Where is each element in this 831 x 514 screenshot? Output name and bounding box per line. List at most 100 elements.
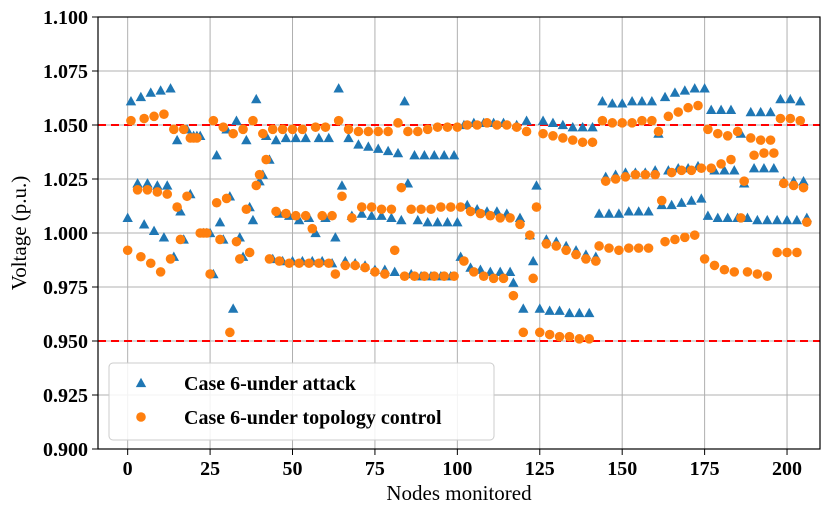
control-point	[775, 113, 786, 124]
control-point	[251, 180, 262, 191]
attack-point	[175, 206, 186, 216]
control-point	[604, 243, 614, 253]
control-point	[274, 256, 285, 266]
control-point	[508, 290, 519, 301]
control-point	[363, 126, 374, 137]
control-point	[165, 254, 176, 264]
control-point	[617, 118, 627, 128]
control-point	[591, 256, 601, 266]
control-point	[393, 118, 403, 128]
attack-point	[719, 165, 730, 175]
control-point	[337, 191, 347, 202]
attack-point	[343, 132, 354, 143]
attack-point	[452, 217, 463, 227]
control-point	[485, 210, 496, 221]
legend: Case 6-under attack Case 6-under topology…	[108, 362, 495, 441]
control-point	[373, 126, 384, 137]
attack-point	[138, 219, 150, 229]
attack-point	[607, 98, 618, 108]
control-point	[426, 204, 436, 215]
attack-point	[564, 307, 575, 318]
control-point	[729, 267, 740, 277]
attack-point	[626, 96, 638, 106]
x-axis-label: Nodes monitored	[386, 481, 532, 505]
attack-point	[429, 150, 440, 160]
control-point	[716, 159, 726, 169]
control-point	[218, 122, 229, 132]
legend-marker	[135, 377, 147, 388]
control-point	[492, 120, 502, 130]
attack-point	[762, 214, 773, 225]
x-tick-label: 75	[365, 458, 385, 480]
control-point	[360, 262, 370, 273]
control-point	[152, 187, 163, 197]
attack-point	[290, 132, 302, 143]
control-point	[310, 122, 321, 132]
x-tick-label: 50	[283, 458, 303, 480]
attack-point	[643, 206, 654, 216]
x-tick-label: 25	[200, 458, 220, 480]
control-point	[465, 206, 476, 217]
control-point	[333, 115, 344, 126]
control-point	[340, 260, 351, 271]
attack-point	[241, 134, 252, 145]
attack-point	[504, 266, 516, 277]
attack-point	[613, 208, 625, 218]
attack-point	[584, 307, 595, 318]
attack-point	[768, 163, 780, 173]
attack-point	[765, 106, 776, 117]
control-point	[356, 202, 367, 212]
axis-ticks: 0 25 50 75 100 125 150 175 200 0.900 0.925 0.950 0.9…	[43, 7, 802, 480]
control-point	[567, 135, 578, 145]
control-point	[277, 124, 288, 135]
control-point	[241, 204, 252, 215]
control-point	[366, 202, 377, 212]
attack-point	[399, 96, 410, 106]
control-point	[314, 258, 324, 269]
control-point	[640, 169, 651, 180]
control-point	[650, 169, 660, 180]
attack-point	[251, 93, 262, 104]
attack-point	[211, 150, 222, 160]
control-point	[630, 169, 641, 180]
control-point	[439, 271, 449, 282]
control-point	[297, 124, 308, 135]
control-point	[231, 236, 242, 247]
control-point	[689, 230, 700, 240]
control-point	[429, 271, 440, 282]
control-point	[739, 176, 749, 186]
y-tick-label: 0.925	[43, 385, 88, 407]
control-point	[449, 271, 459, 282]
attack-point	[518, 303, 529, 313]
y-tick-label: 0.975	[43, 277, 88, 299]
control-point	[558, 133, 568, 143]
control-point	[281, 208, 291, 219]
attack-point	[554, 305, 565, 315]
attack-point	[521, 115, 532, 125]
control-point	[534, 327, 545, 338]
control-point	[445, 202, 456, 212]
control-point	[376, 204, 387, 215]
attack-point	[382, 145, 394, 156]
control-point	[498, 273, 509, 284]
control-point	[475, 208, 486, 219]
attack-point	[531, 180, 542, 190]
attack-point	[214, 217, 226, 227]
control-point	[670, 234, 680, 245]
attack-point	[669, 87, 681, 97]
attack-point	[376, 210, 387, 220]
control-point	[162, 189, 173, 199]
control-point	[544, 329, 555, 340]
control-point	[515, 219, 525, 230]
attack-point	[623, 206, 634, 216]
control-point	[287, 124, 298, 135]
attack-point	[409, 150, 420, 160]
control-point	[422, 124, 433, 135]
attack-point	[745, 106, 756, 117]
control-point	[442, 122, 453, 132]
x-tick-label: 200	[772, 458, 802, 480]
control-point	[132, 185, 143, 195]
control-point	[709, 260, 720, 271]
control-point	[139, 113, 149, 124]
attack-point	[145, 87, 156, 97]
